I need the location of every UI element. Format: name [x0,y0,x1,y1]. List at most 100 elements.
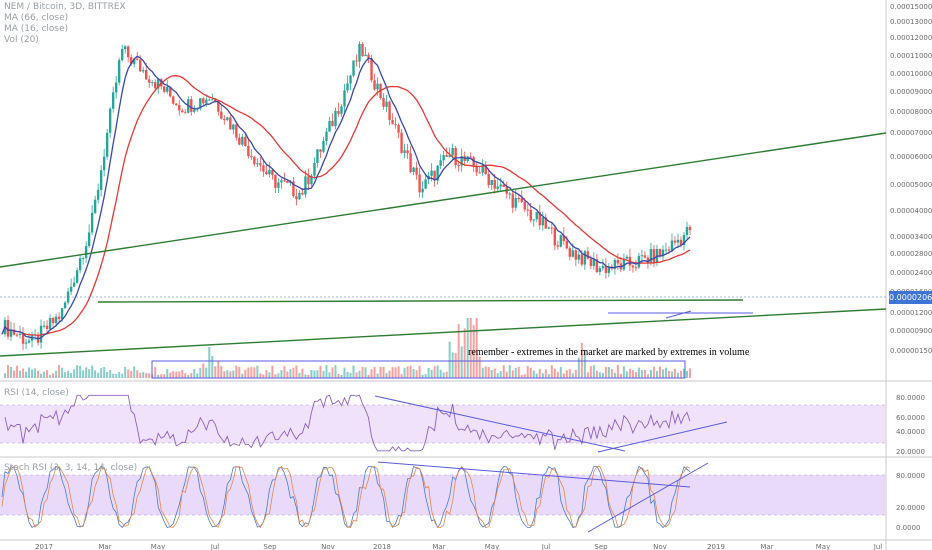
volume-bar [43,371,46,378]
candle-body [340,106,343,114]
candle-body [93,199,97,213]
candle-body [84,246,88,259]
volume-bar [34,368,37,378]
candle-body [45,325,49,330]
volume-bar [274,374,277,378]
volume-bar [388,370,391,378]
volume-bar [484,366,487,378]
volume-bar [166,369,169,378]
volume-bar [583,349,586,378]
time-tick-label: 2019 [707,543,725,550]
candle-body [229,117,232,130]
volume-bar [76,365,79,378]
volume-bar [436,365,439,378]
volume-bar [685,371,688,378]
volume-bar [4,373,7,378]
volume-bar [682,368,685,378]
candle-body [430,170,433,176]
volume-bar [73,369,76,378]
volume-bar [400,374,403,378]
volume-bar [187,374,190,378]
candle-body [202,98,205,104]
volume-bar [673,368,676,378]
candle-body [355,60,358,62]
candle-body [475,166,478,173]
candle-body [48,317,52,330]
candle-body [217,101,220,112]
volume-bar [133,366,136,378]
volume-bar [556,371,559,378]
candle-body [253,156,256,165]
volume-bar [649,370,652,378]
price-tick-label: 0.00015000 [890,3,932,11]
volume-bar [667,371,670,378]
volume-bar [622,366,625,378]
volume-bar [658,366,661,378]
volume-bar [157,374,160,378]
volume-bar [349,372,352,378]
time-tick-label: Sep [263,543,277,550]
volume-bar [580,342,583,378]
volume-bar [493,368,496,378]
volume-bar [592,365,595,378]
candle-body [60,308,64,320]
candle-body [688,226,692,231]
candle-body [181,110,184,113]
candle-body [346,83,349,91]
volume-bar [355,372,358,378]
volume-bar [241,373,244,378]
candle-body [643,255,647,258]
candle-body [646,257,650,263]
volume-bar [406,366,409,378]
annotation-text[interactable]: remember - extremes in the market are ma… [468,347,750,358]
volume-bar [67,370,70,378]
volume-bar [70,372,73,378]
price-tick-label: 0.00005000 [890,181,932,189]
time-tick-label: Jul [541,543,551,550]
candle-body [63,302,67,309]
volume-bar [607,367,610,378]
volume-bar [211,356,214,378]
volume-bar [148,373,151,378]
candle-body [123,46,127,50]
price-tick-label: 0.00006000 [890,153,932,161]
candle-body [105,132,109,157]
stoch-band [0,475,886,515]
volume-bar [22,368,25,378]
candle-body [163,86,166,92]
candle-body [295,196,298,200]
candle-body [595,259,599,272]
candle-body [129,57,133,65]
candle-body [259,163,262,166]
candle-body [598,268,602,272]
candle-body [454,148,457,166]
candle-body [448,155,451,157]
candle-body [421,188,424,193]
volume-bar [313,370,316,378]
volume-bar [571,373,574,378]
volume-bar [214,366,217,378]
volume-bar [640,370,643,378]
volume-bar [577,357,580,378]
volume-bar [319,365,322,378]
volume-bar [553,368,556,378]
volume-bar [46,370,49,378]
trendline-drawings[interactable] [0,132,887,379]
candle-body [397,124,400,133]
symbol-line: NEM / Bitcoin, 3D, BITTREX [4,2,126,12]
volume-bar [229,371,232,378]
volume-bar [79,365,82,378]
volume-bar [631,370,634,378]
volume-bar [689,368,691,378]
candle-body [157,79,160,89]
volume-bar [625,371,628,378]
candle-body [54,316,58,324]
candle-body [111,92,115,109]
current-price-tag: 0.00002060 [889,291,932,304]
rsi-pane: 80.0000 60.0000 40.0000 20.0000 [0,394,925,456]
candle-body [442,155,445,161]
volume-bar [160,374,163,378]
stoch-tick-label: 20.0000 [896,504,925,512]
